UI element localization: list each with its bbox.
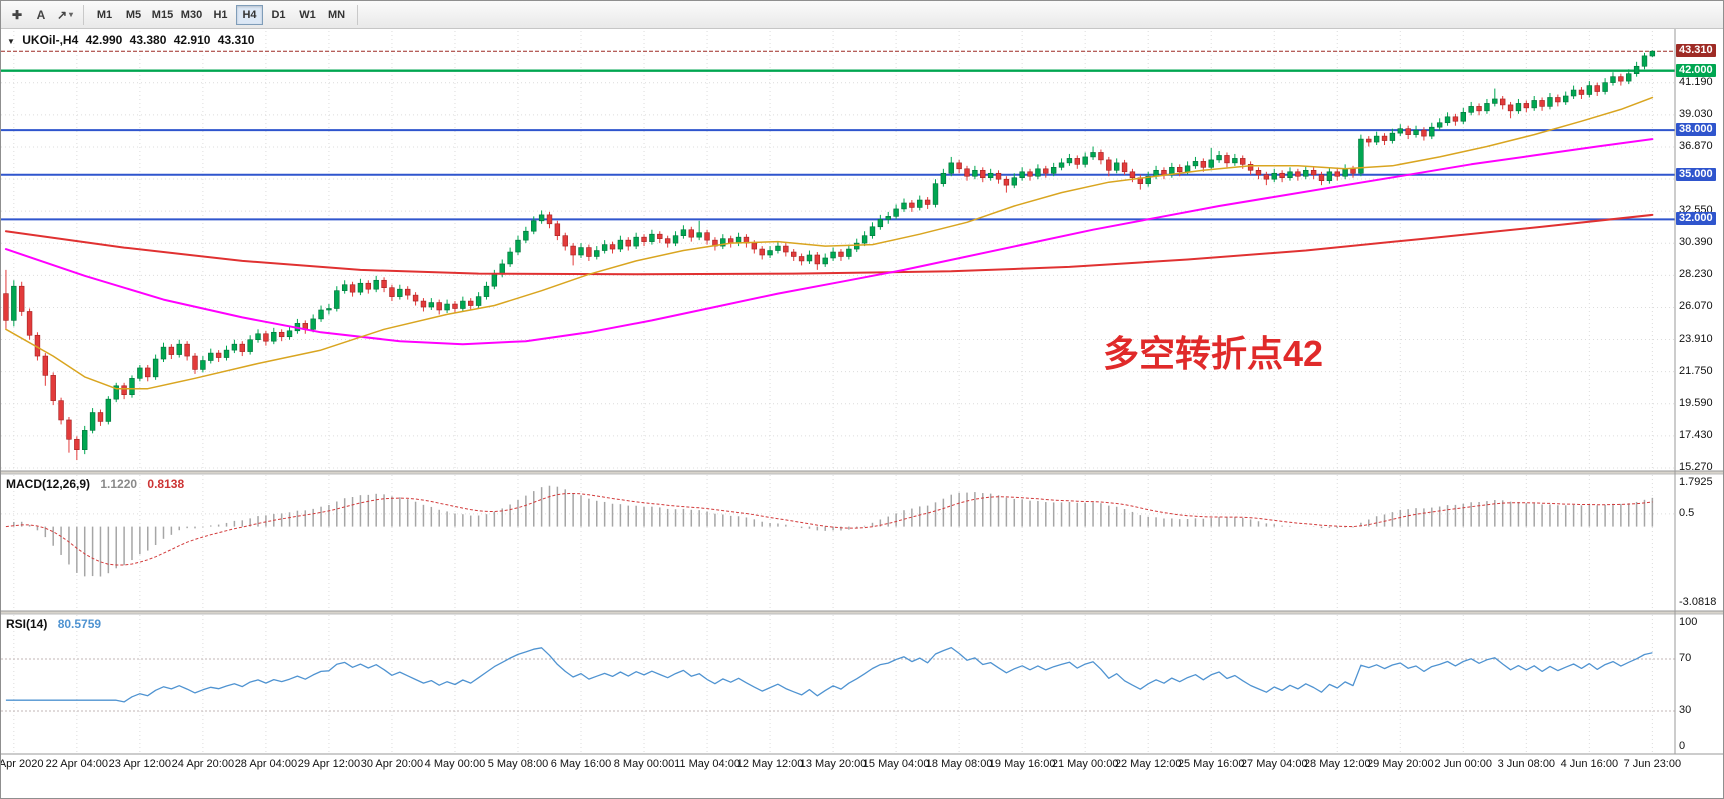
- price-badge-38000: 38.000: [1676, 123, 1716, 137]
- close-value: 43.310: [217, 33, 255, 47]
- ma-mid: [4, 138, 1654, 346]
- timeframe-w1[interactable]: W1: [294, 5, 321, 25]
- date-axis-label: 12 May 12:00: [736, 758, 804, 770]
- grid-lines: [1, 31, 1675, 754]
- draw-objects-button[interactable]: ↗ ▾: [53, 4, 77, 26]
- date-axis-label: 20 Apr 2020: [0, 758, 44, 770]
- price-axis-label: 30.390: [1679, 236, 1713, 249]
- date-axis-label: 11 May 04:00: [674, 758, 740, 770]
- rsi-line: [5, 646, 1653, 703]
- high-value: 43.380: [129, 33, 167, 47]
- macd-indicator-label: MACD(12,26,9) 1.1220 0.8138: [6, 477, 184, 491]
- date-axis-label: 30 Apr 20:00: [360, 758, 424, 770]
- rsi-scale-label: 70: [1679, 652, 1692, 664]
- level-lines[interactable]: [1, 69, 1675, 221]
- price-badge-43310: 43.310: [1676, 44, 1716, 58]
- date-axis-label: 19 May 16:00: [988, 758, 1056, 770]
- date-axis-label: 4 Jun 16:00: [1560, 758, 1619, 770]
- date-axis-label: 4 May 00:00: [424, 758, 486, 770]
- text-annotation-icon[interactable]: A: [29, 4, 53, 26]
- date-axis-label: 22 Apr 04:00: [45, 758, 109, 770]
- timeframe-mn[interactable]: MN: [323, 5, 350, 25]
- timeframe-m30[interactable]: M30: [178, 5, 205, 25]
- moving-averages: [4, 96, 1654, 390]
- date-axis-label: 5 May 08:00: [487, 758, 549, 770]
- macd-scale-label: 0.5: [1679, 506, 1695, 519]
- panel-borders: [1, 29, 1723, 755]
- draw-arrow-icon: ↗: [56, 7, 68, 22]
- timeframe-m1[interactable]: M1: [91, 5, 118, 25]
- date-axis-label: 29 May 20:00: [1366, 758, 1434, 770]
- ma-slow: [4, 213, 1654, 276]
- price-badge-42000: 42.000: [1676, 63, 1716, 77]
- date-axis-label: 21 May 00:00: [1051, 758, 1119, 770]
- rsi-scale-label: 30: [1679, 704, 1692, 716]
- price-axis-label: 17.430: [1679, 428, 1713, 441]
- symbol-period-label: UKOil-,H4: [22, 33, 79, 47]
- timeframe-h4[interactable]: H4: [236, 4, 263, 25]
- price-axis-label: 36.870: [1679, 139, 1713, 152]
- date-axis-label: 22 May 12:00: [1114, 758, 1182, 770]
- date-axis-label: 18 May 08:00: [925, 758, 993, 770]
- date-axis-label: 23 Apr 12:00: [108, 758, 172, 770]
- collapse-arrow-icon[interactable]: ▼: [7, 37, 15, 46]
- rsi-scale-label: 100: [1679, 616, 1698, 628]
- price-badge-32000: 32.000: [1676, 212, 1716, 226]
- price-axis-label: 39.030: [1679, 107, 1713, 120]
- macd-name: MACD(12,26,9): [6, 477, 91, 491]
- dropdown-caret-icon: ▾: [69, 10, 74, 19]
- rsi-name: RSI(14): [6, 617, 48, 631]
- timeframe-m15[interactable]: M15: [149, 5, 176, 25]
- rsi-scale-label: 0: [1679, 740, 1686, 752]
- macd-main-value: 1.1220: [100, 477, 138, 491]
- rsi-indicator-label: RSI(14) 80.5759: [6, 617, 101, 631]
- date-axis-label: 3 Jun 08:00: [1497, 758, 1556, 770]
- price-badge-35000: 35.000: [1676, 167, 1716, 181]
- price-axis-label: 23.910: [1679, 332, 1713, 345]
- date-axis-label: 28 May 12:00: [1303, 758, 1371, 770]
- date-axis-label: 8 May 00:00: [613, 758, 675, 770]
- toolbar-separator: [83, 4, 84, 25]
- macd-scale-label: -3.0818: [1679, 596, 1717, 608]
- macd-panel: [1, 485, 1675, 577]
- ma-fast: [5, 96, 1654, 390]
- date-axis-label: 25 May 16:00: [1177, 758, 1245, 770]
- macd-signal-value: 0.8138: [147, 477, 185, 491]
- timeframe-m5[interactable]: M5: [120, 5, 147, 25]
- timeframe-buttons: M1 M5 M15 M30 H1 H4 D1 W1 MN: [90, 4, 351, 25]
- chart-text-annotation[interactable]: 多空转折点42: [1103, 333, 1324, 374]
- timeframe-d1[interactable]: D1: [265, 5, 292, 25]
- date-axis-label: 13 May 20:00: [799, 758, 867, 770]
- date-axis-label: 28 Apr 04:00: [234, 758, 298, 770]
- price-axis-label: 28.230: [1679, 268, 1713, 281]
- rsi-panel: [1, 646, 1675, 712]
- rsi-value: 80.5759: [57, 617, 102, 631]
- candlestick-series: [3, 50, 1656, 461]
- price-axis-label: 15.270: [1679, 460, 1713, 473]
- macd-scale-label: 1.7925: [1679, 476, 1713, 488]
- chart-title: ▼ UKOil-,H4 42.990 43.380 42.910 43.310: [7, 33, 258, 47]
- toolbar-separator: [357, 4, 358, 25]
- date-axis-label: 6 May 16:00: [550, 758, 612, 770]
- open-value: 42.990: [85, 33, 123, 47]
- toolbar: ✚ A ↗ ▾ M1 M5 M15 M30 H1 H4 D1 W1 MN: [1, 1, 1723, 29]
- crosshair-icon[interactable]: ✚: [5, 4, 29, 26]
- date-axis-label: 7 Jun 23:00: [1623, 758, 1682, 770]
- macd-signal-line: [5, 492, 1653, 566]
- price-axis-label: 41.190: [1679, 75, 1713, 88]
- date-axis-label: 29 Apr 12:00: [297, 758, 361, 770]
- date-axis-label: 2 Jun 00:00: [1434, 758, 1493, 770]
- price-axis-label: 21.750: [1679, 364, 1713, 377]
- price-axis-label: 19.590: [1679, 396, 1713, 409]
- date-axis-label: 15 May 04:00: [862, 758, 930, 770]
- date-axis-label: 24 Apr 20:00: [171, 758, 235, 770]
- low-value: 42.910: [173, 33, 211, 47]
- date-axis-label: 27 May 04:00: [1240, 758, 1308, 770]
- price-axis-label: 26.070: [1679, 300, 1713, 313]
- timeframe-h1[interactable]: H1: [207, 5, 234, 25]
